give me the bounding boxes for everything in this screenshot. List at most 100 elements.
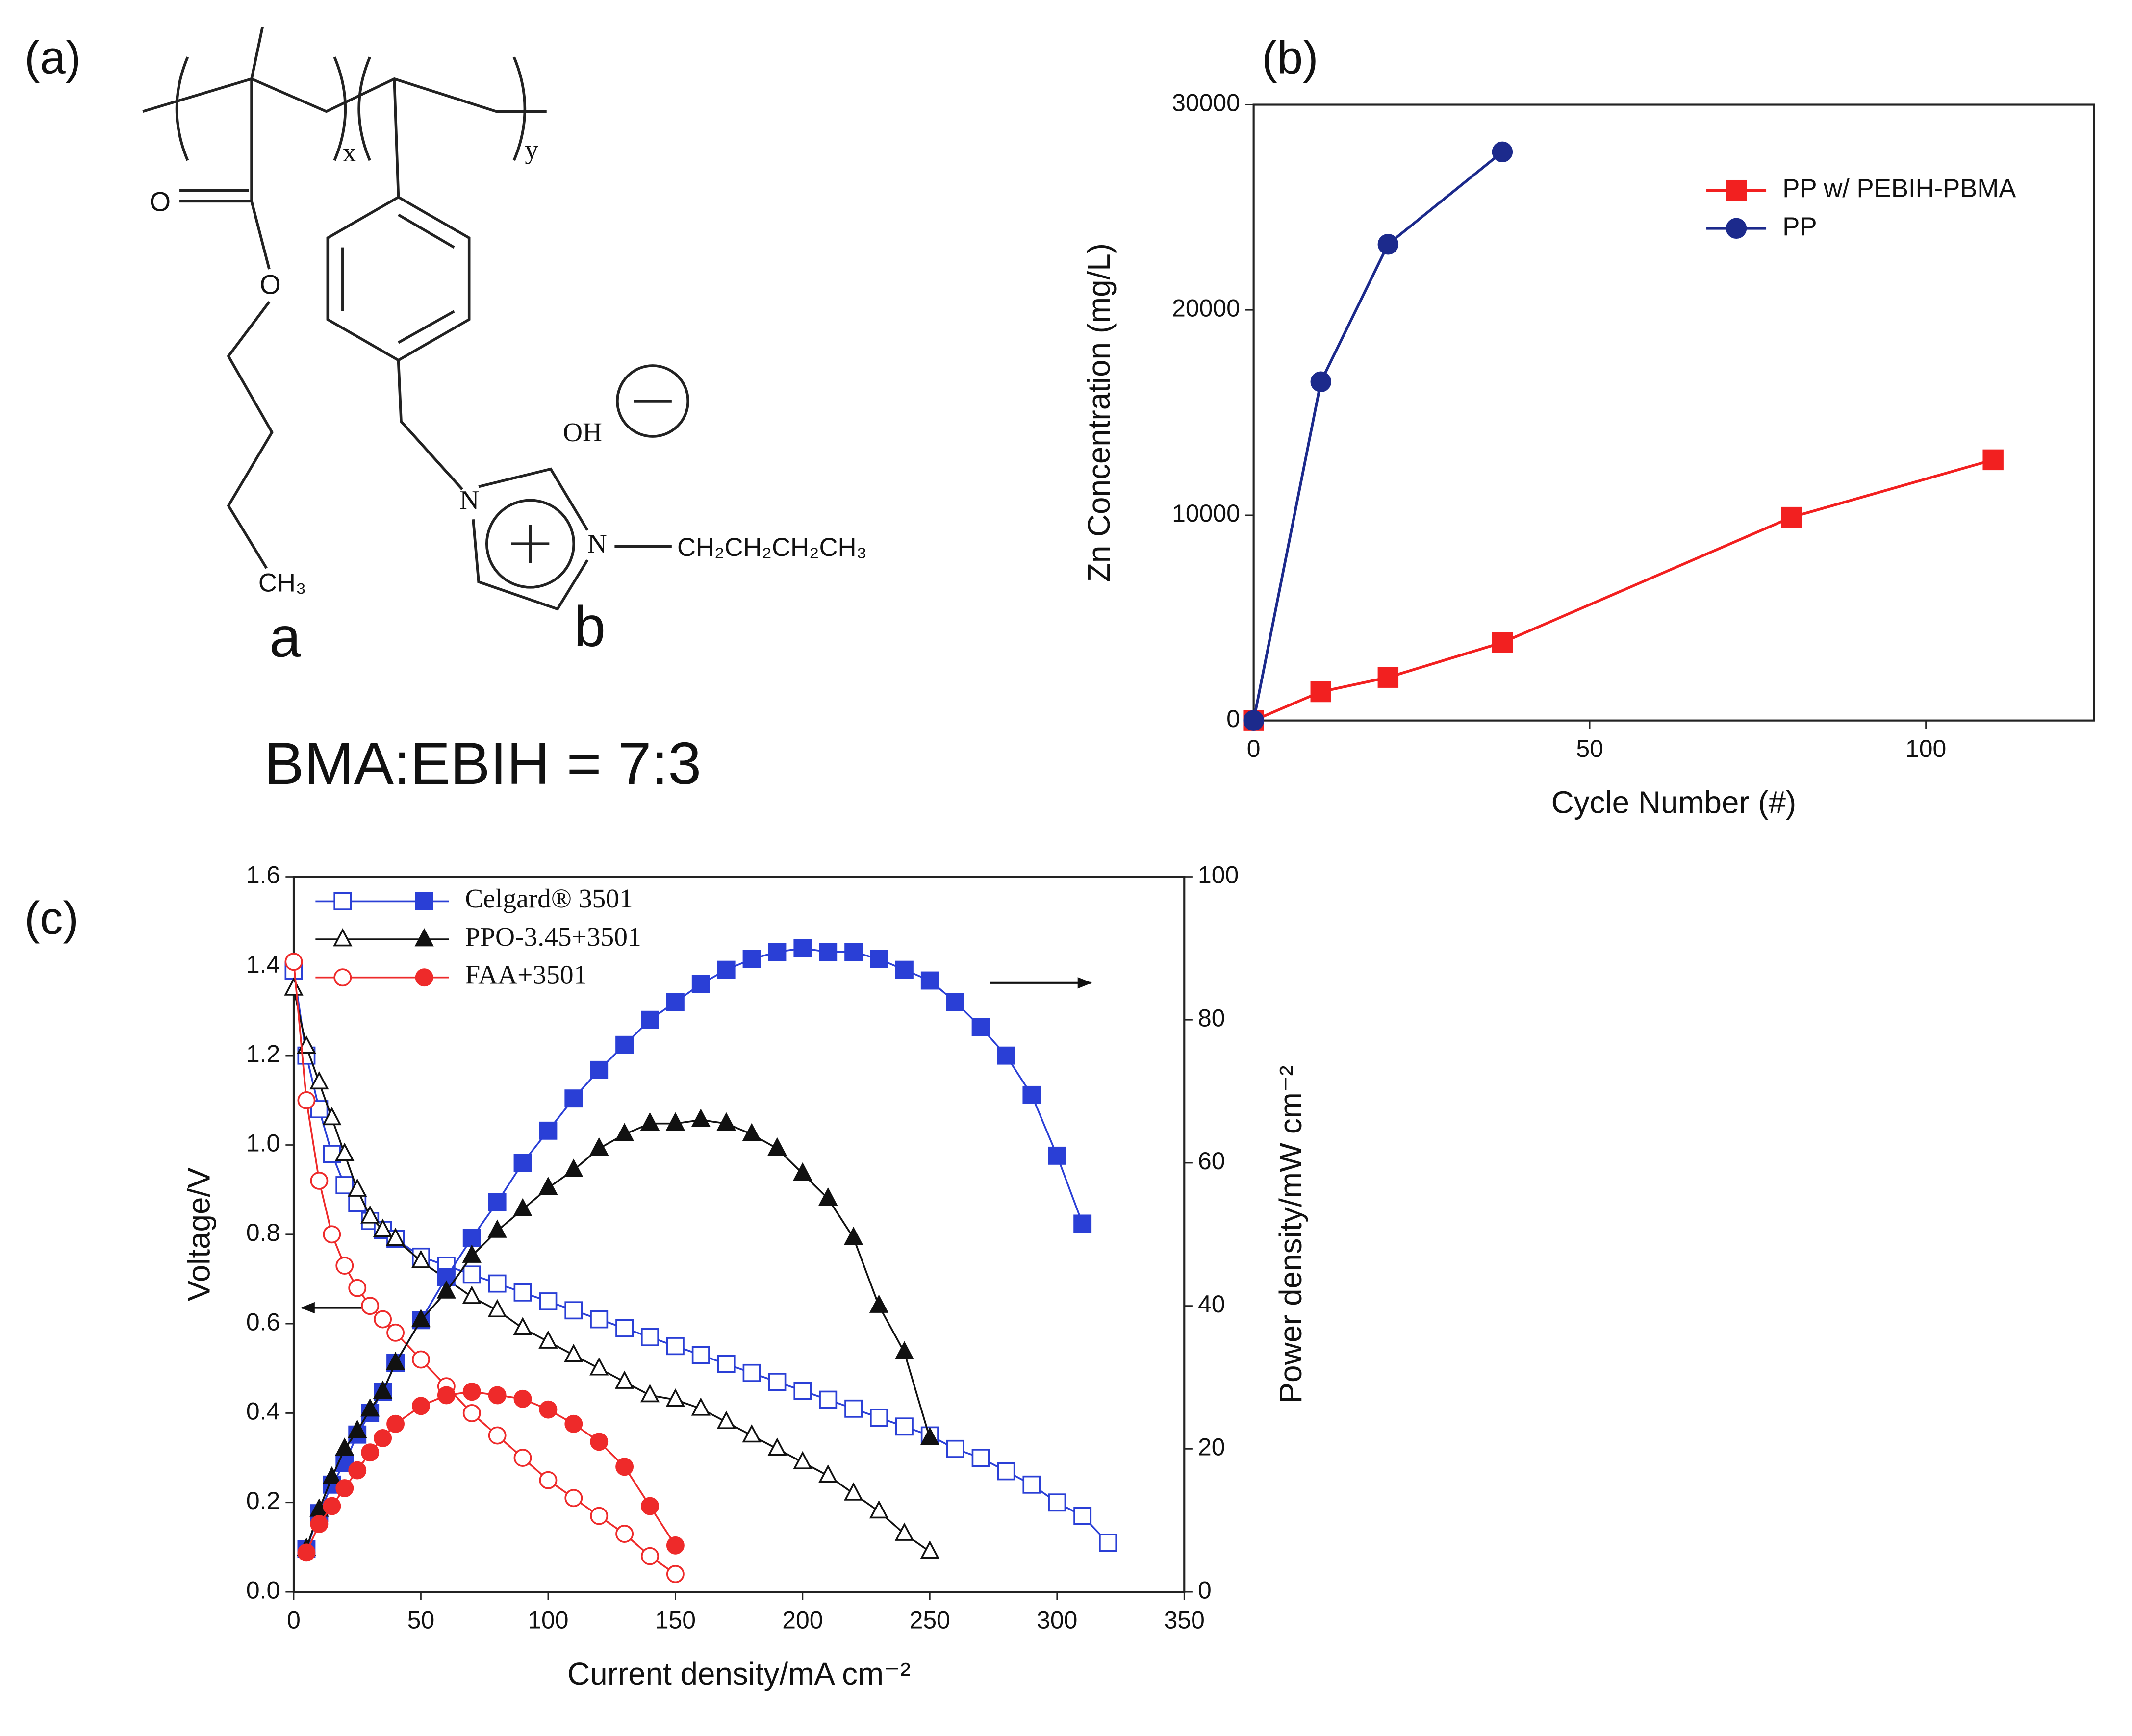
marker <box>742 950 761 968</box>
marker <box>590 1507 609 1525</box>
marker <box>462 1383 481 1401</box>
marker <box>997 1046 1015 1065</box>
marker <box>564 1343 584 1362</box>
x-tick-label: 150 <box>655 1606 696 1634</box>
marker <box>742 1123 761 1141</box>
plot-frame <box>1252 103 2095 722</box>
marker <box>487 1299 507 1318</box>
legend-label: PP w/ PEBIH-PBMA <box>1782 174 2016 203</box>
y-axis-label: Voltage/V <box>181 1167 216 1301</box>
marker <box>971 1018 990 1036</box>
marker <box>641 1010 659 1029</box>
marker <box>895 1417 914 1436</box>
marker <box>819 943 838 961</box>
marker <box>462 1265 481 1284</box>
marker <box>374 1429 392 1447</box>
marker <box>335 1176 354 1194</box>
marker <box>487 1219 507 1238</box>
y2-tick-label: 80 <box>1198 1004 1225 1032</box>
legend-label: PP <box>1782 212 1817 241</box>
x-axis-label: Current density/mA cm⁻² <box>567 1656 911 1691</box>
x-tick-label: 100 <box>1905 735 1946 762</box>
marker <box>844 943 863 961</box>
marker <box>1022 1085 1041 1104</box>
marker <box>411 1308 431 1328</box>
marker <box>717 960 736 979</box>
marker <box>818 1187 838 1206</box>
marker <box>1781 506 1802 528</box>
marker <box>641 1547 659 1565</box>
bond <box>227 301 274 569</box>
marker <box>818 1464 838 1483</box>
marker <box>793 1451 812 1469</box>
bond <box>250 26 264 79</box>
y-tick-label: 0.8 <box>246 1219 280 1246</box>
marker <box>767 1437 787 1456</box>
marker <box>1492 141 1513 163</box>
marker <box>1022 1475 1041 1494</box>
marker <box>819 1390 838 1409</box>
x-tick-label: 50 <box>407 1606 435 1634</box>
marker <box>564 1158 584 1177</box>
y-tick-label: 10000 <box>1172 500 1240 527</box>
charge-minus <box>616 364 689 438</box>
marker <box>768 943 787 961</box>
marker <box>1243 710 1264 731</box>
marker <box>361 1443 380 1462</box>
marker <box>869 1294 889 1313</box>
legend-label: Celgard® 3501 <box>465 883 633 913</box>
ratio: BMA:EBIH = 7:3 <box>264 730 702 797</box>
marker <box>793 939 812 957</box>
marker <box>589 1357 609 1376</box>
marker <box>589 1137 609 1156</box>
marker <box>691 975 710 993</box>
marker <box>462 1244 482 1263</box>
marker <box>971 1449 990 1467</box>
marker <box>297 1543 316 1562</box>
series-line <box>1253 458 1994 722</box>
marker <box>614 1123 635 1141</box>
marker <box>538 1330 558 1349</box>
marker <box>564 1414 583 1433</box>
marker <box>462 1404 481 1422</box>
marker <box>590 1433 609 1451</box>
marker <box>373 1218 393 1237</box>
bond <box>179 189 252 203</box>
y2-tick-label: 100 <box>1198 861 1239 889</box>
x-tick-label: 0 <box>1247 735 1261 762</box>
marker <box>386 1414 405 1433</box>
y-tick-label: 0.0 <box>246 1576 280 1604</box>
marker <box>716 1112 736 1131</box>
y2-tick-label: 60 <box>1198 1147 1225 1175</box>
atom: CH₂CH₂CH₂CH₃ <box>677 533 867 562</box>
bracket <box>175 56 527 161</box>
benzene <box>326 195 471 362</box>
marker <box>946 993 964 1011</box>
marker <box>360 1398 380 1417</box>
atom: CH₃ <box>258 568 306 597</box>
marker <box>640 1112 660 1131</box>
marker <box>335 1142 355 1161</box>
legend-label: FAA+3501 <box>465 959 587 989</box>
y-tick-label: 30000 <box>1172 89 1240 117</box>
marker <box>335 1437 355 1456</box>
y2-tick-label: 0 <box>1198 1576 1212 1604</box>
benzene-inner <box>341 213 455 344</box>
marker <box>322 1466 342 1484</box>
marker <box>1982 449 2004 471</box>
x-tick-label: 0 <box>287 1606 301 1634</box>
marker <box>615 1525 634 1543</box>
marker <box>513 1389 532 1408</box>
marker <box>539 1471 558 1489</box>
x-tick-label: 100 <box>528 1606 568 1634</box>
marker <box>793 1162 812 1181</box>
marker <box>666 993 685 1011</box>
marker <box>386 1323 405 1342</box>
marker <box>666 1337 685 1356</box>
marker <box>488 1426 507 1445</box>
y-axis-label: Zn Concentration (mg/L) <box>1081 243 1117 582</box>
marker <box>333 968 352 987</box>
marker <box>1726 179 1747 201</box>
